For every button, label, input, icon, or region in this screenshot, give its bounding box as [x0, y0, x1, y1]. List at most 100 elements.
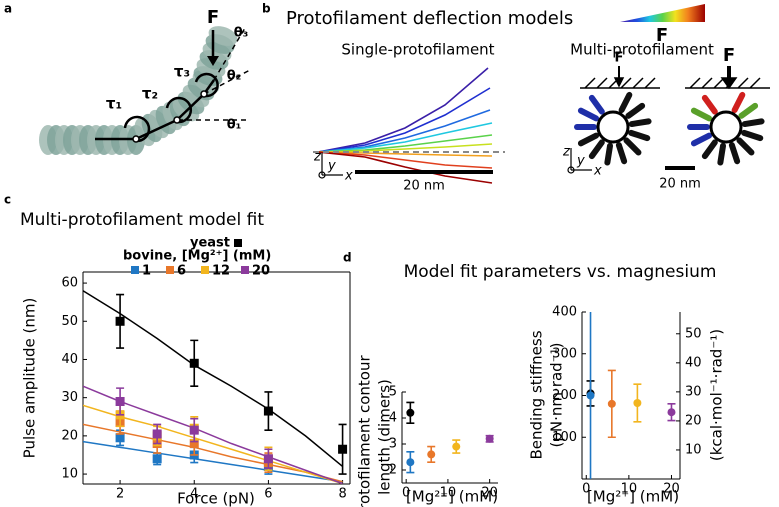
plot-area	[83, 290, 348, 484]
data-point	[263, 406, 273, 416]
protofilament	[623, 137, 642, 156]
protofilament	[577, 132, 600, 147]
deflection-line	[317, 151, 493, 157]
protofilament	[738, 102, 759, 119]
y2-tick-label: 40	[685, 355, 702, 370]
axis-glyph-label: x	[593, 164, 602, 179]
deflection-line	[317, 122, 493, 153]
protofilament	[717, 142, 727, 166]
y-tick-label: 60	[61, 276, 78, 291]
x-axis-label: Force (pN)	[177, 490, 255, 507]
axis-glyph-label: y	[576, 154, 585, 169]
legend-swatch	[234, 239, 242, 247]
data-point	[452, 442, 461, 451]
lumen	[709, 110, 743, 144]
axes-glyph	[318, 148, 592, 179]
scale-label: 20 nm	[659, 177, 701, 192]
fit-line	[83, 440, 343, 483]
protofilament	[588, 94, 605, 115]
force-label: F	[723, 45, 735, 66]
out-of-plane	[318, 171, 326, 179]
data-point	[189, 358, 199, 368]
legend-label: 12	[212, 264, 230, 279]
x-tick-label: 4	[190, 487, 198, 502]
panel-label: d	[343, 251, 352, 265]
y2-tick-label: 30	[685, 384, 702, 399]
y-tick-label: 10	[61, 467, 78, 482]
y2-tick-label: 20	[685, 413, 702, 428]
y-tick-label: 100	[552, 430, 577, 445]
torque-label: τ₁	[106, 95, 122, 113]
data-point	[427, 450, 436, 459]
data-point	[667, 408, 676, 417]
y-axis-label: Protofilament contour	[356, 355, 374, 507]
y-tick-label: 400	[552, 305, 577, 320]
plot-area	[586, 312, 676, 479]
y-tick-label: 20	[61, 428, 78, 443]
x-tick-label: 0	[402, 486, 410, 501]
y-axis-label: Bending stiffness	[528, 330, 546, 459]
arrow-head	[613, 77, 625, 88]
panel-label: c	[4, 193, 11, 207]
fit-line	[83, 404, 343, 484]
filament	[39, 26, 238, 155]
x-tick-label: 2	[116, 487, 124, 502]
legend-title: bovine, [Mg²⁺] (mM)	[123, 249, 271, 264]
arrow-head	[207, 56, 219, 66]
x-tick-label: 6	[264, 487, 272, 502]
data-point	[586, 391, 595, 400]
force-colorbar	[620, 4, 705, 22]
fit-line	[83, 290, 344, 468]
y-axis-label: (pN·nm·rad⁻¹)	[548, 343, 566, 448]
data-point	[633, 399, 642, 408]
data-point	[115, 316, 125, 326]
model-title: Single-protofilament	[341, 41, 494, 59]
surfaces	[580, 66, 770, 90]
legend-swatch	[131, 266, 139, 274]
data-point	[263, 454, 273, 464]
model-title: Multi-protofilament	[570, 41, 714, 59]
data-point	[485, 434, 494, 443]
deflection-fan	[313, 67, 695, 184]
lever-arms	[95, 27, 251, 143]
y-tick-label: 2	[389, 463, 397, 478]
y2-axis-label: (kcal·mol⁻¹·rad⁻¹)	[708, 329, 726, 461]
deflection-line	[317, 67, 489, 153]
torque-label: τ₃	[174, 63, 190, 81]
axis-glyph-label: z	[313, 150, 322, 165]
legend-swatch	[201, 266, 209, 274]
x-tick-label: 20	[481, 486, 498, 501]
arrow-head	[720, 77, 738, 90]
protofilament	[604, 142, 614, 166]
legend-swatch	[241, 266, 249, 274]
data-point	[189, 425, 199, 435]
chart-title: Multi-protofilament model fit	[20, 210, 264, 230]
protofilament	[625, 102, 646, 119]
x-tick-label: 20	[663, 482, 680, 497]
data-point	[338, 444, 348, 454]
y-axis-label: length (dimers)	[376, 379, 394, 495]
y-tick-label: 30	[61, 390, 78, 405]
y-tick-label: 300	[552, 346, 577, 361]
data-point	[115, 396, 125, 406]
data-point	[152, 454, 162, 464]
data-point	[152, 429, 162, 439]
joint	[173, 116, 181, 124]
y2-tick-label: 10	[685, 442, 702, 457]
x-tick-label: 10	[440, 486, 457, 501]
protofilament	[615, 142, 628, 165]
joint	[132, 135, 140, 143]
protofilament	[736, 137, 755, 156]
y-axis-label: Pulse amplitude (nm)	[21, 298, 39, 459]
axis-glyph-label: x	[344, 169, 353, 184]
torque-label: τ₂	[142, 85, 158, 103]
panel-label: a	[4, 2, 12, 16]
protofilament	[628, 129, 651, 142]
protofilament	[628, 118, 652, 128]
plot-area	[406, 401, 494, 474]
data-point	[406, 408, 415, 417]
diagram-title: Protofilament deflection models	[286, 8, 573, 29]
fit-line	[83, 423, 343, 483]
